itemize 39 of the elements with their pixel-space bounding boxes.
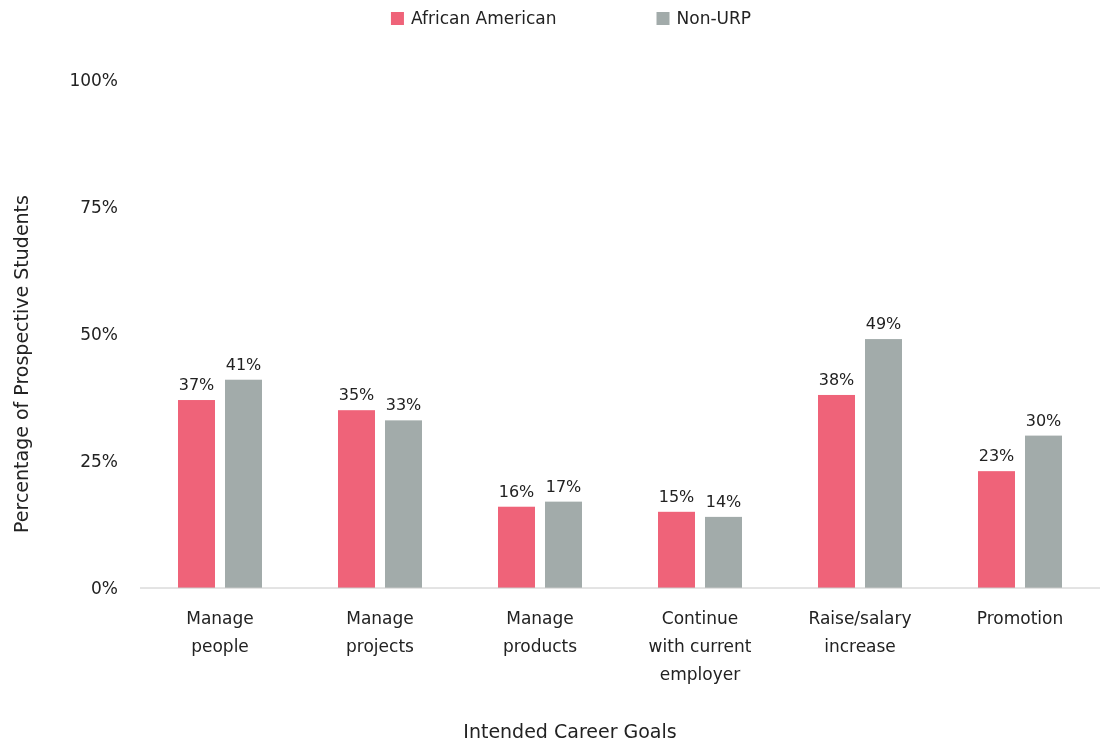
y-tick-label: 50% — [80, 323, 118, 344]
legend-label: Non-URP — [676, 8, 752, 28]
data-label: 17% — [545, 476, 582, 496]
y-tick-label: 25% — [80, 450, 118, 471]
data-label: 15% — [658, 486, 695, 506]
bar — [338, 410, 375, 588]
bar — [818, 394, 855, 588]
data-label: 37% — [178, 375, 215, 395]
data-label: 14% — [705, 491, 742, 511]
data-label: 41% — [225, 354, 262, 374]
bar — [225, 379, 262, 588]
x-tick-label: Continue with current employer — [648, 608, 752, 685]
legend-label: African American — [410, 8, 557, 28]
data-label: 38% — [818, 369, 855, 389]
bar — [978, 471, 1015, 588]
bar — [545, 501, 582, 588]
data-label: 35% — [338, 385, 375, 405]
bar — [1025, 435, 1062, 588]
data-label: 30% — [1025, 410, 1062, 430]
data-label: 49% — [865, 314, 902, 334]
bar — [865, 339, 902, 588]
x-tick-label: Manage projects — [346, 608, 415, 657]
x-axis-title: Intended Career Goals — [463, 720, 677, 742]
x-tick-label: Manage products — [502, 608, 578, 657]
x-tick-label: Raise/salary increase — [808, 608, 912, 657]
bar — [178, 400, 215, 588]
data-label: 33% — [385, 395, 422, 415]
x-tick-label: Promotion — [976, 608, 1064, 628]
y-tick-label: 75% — [80, 196, 118, 217]
bar — [385, 420, 422, 588]
y-tick-label: 0% — [91, 577, 118, 598]
data-label: 16% — [498, 481, 535, 501]
x-tick-label: Manage people — [186, 608, 254, 657]
y-axis-title: Percentage of Prospective Students — [10, 195, 32, 533]
bar — [658, 511, 695, 588]
y-tick-label: 100% — [69, 69, 118, 90]
bar — [705, 516, 742, 588]
data-label: 23% — [978, 446, 1015, 466]
bar — [498, 506, 535, 588]
